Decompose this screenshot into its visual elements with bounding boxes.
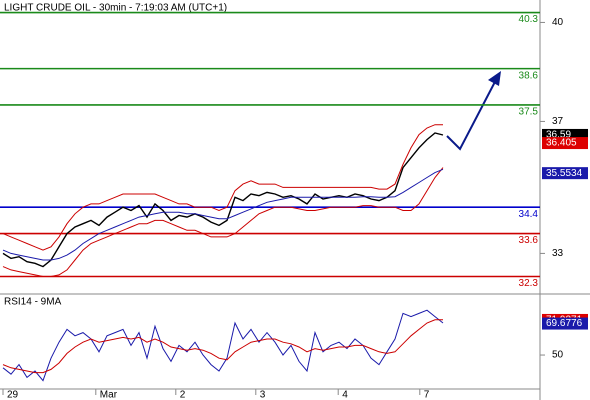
- x-tick-label: 29: [7, 390, 19, 400]
- level-label: 34.4: [519, 209, 539, 220]
- value-tag-label: 36.59: [546, 130, 571, 141]
- y-tick-label: 37: [552, 116, 564, 127]
- level-label: 40.3: [519, 14, 539, 25]
- value-tag: [542, 137, 588, 150]
- value-tag-label: 69.6776: [546, 318, 583, 329]
- x-tick-label: Mar: [100, 390, 118, 400]
- level-label: 33.6: [519, 235, 539, 246]
- indicator-title: RSI14 - 9MA: [4, 297, 62, 308]
- y-tick-label: 33: [552, 248, 564, 259]
- value-tag-label: 36.405: [546, 138, 577, 149]
- value-tag: [542, 167, 588, 180]
- level-label: 32.3: [519, 278, 539, 289]
- series-line: [2, 168, 444, 261]
- x-tick-label: 2: [180, 390, 186, 400]
- arrow-head: [488, 71, 501, 86]
- series-line: [2, 124, 443, 251]
- value-tag: [542, 317, 588, 330]
- y-tick-label: 50: [552, 350, 564, 361]
- value-tag-label: 35.5534: [546, 168, 583, 179]
- series-line: [2, 319, 443, 374]
- x-tick-label: 7: [424, 390, 430, 400]
- series-line: [2, 167, 444, 277]
- level-label: 37.5: [519, 107, 539, 118]
- series-line: [2, 309, 444, 382]
- x-tick-label: 4: [342, 390, 348, 400]
- forecast-arrow: [446, 75, 499, 151]
- x-tick-label: 3: [260, 390, 266, 400]
- level-label: 38.6: [519, 70, 539, 81]
- chart-title: LIGHT CRUDE OIL - 30min - 7:19:03 AM (UT…: [4, 3, 227, 14]
- series-line: [2, 132, 444, 268]
- y-tick-label: 40: [552, 17, 564, 28]
